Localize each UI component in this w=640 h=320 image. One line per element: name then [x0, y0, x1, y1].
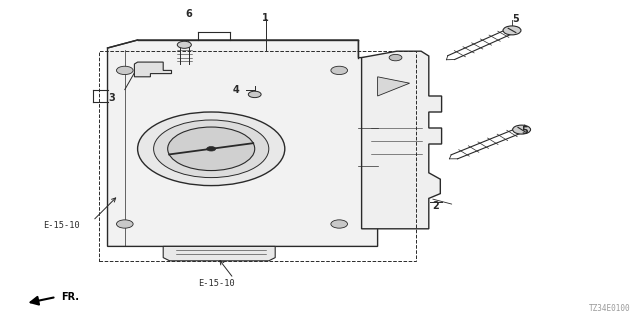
Circle shape	[331, 220, 348, 228]
Text: 5: 5	[522, 126, 528, 136]
Circle shape	[513, 125, 531, 134]
Text: 3: 3	[109, 92, 115, 103]
Circle shape	[248, 91, 261, 98]
Text: 1: 1	[262, 12, 269, 23]
Polygon shape	[362, 51, 442, 229]
Polygon shape	[108, 40, 378, 246]
Circle shape	[154, 120, 269, 178]
Text: 2: 2	[432, 201, 438, 212]
Circle shape	[116, 220, 133, 228]
Circle shape	[177, 41, 191, 48]
Circle shape	[207, 147, 216, 151]
Polygon shape	[378, 77, 410, 96]
Circle shape	[389, 54, 402, 61]
Text: E-15-10: E-15-10	[44, 221, 80, 230]
Circle shape	[116, 66, 133, 75]
Text: 6: 6	[186, 9, 192, 20]
Polygon shape	[134, 62, 172, 77]
Circle shape	[168, 127, 255, 171]
Circle shape	[331, 66, 348, 75]
Text: 5: 5	[512, 14, 518, 24]
Bar	[99, 51, 416, 261]
Circle shape	[138, 112, 285, 186]
Circle shape	[503, 26, 521, 35]
Text: 4: 4	[232, 84, 239, 95]
Text: TZ34E0100: TZ34E0100	[589, 304, 630, 313]
Polygon shape	[163, 246, 275, 261]
Text: E-15-10: E-15-10	[198, 279, 235, 288]
Text: FR.: FR.	[61, 292, 79, 302]
